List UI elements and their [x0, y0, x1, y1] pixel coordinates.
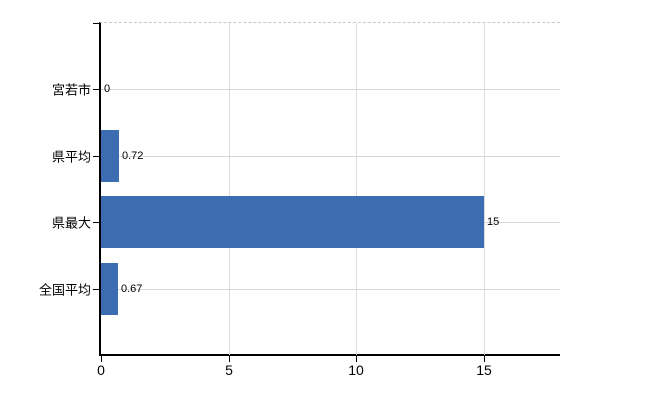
bar-4 [101, 263, 118, 315]
category-label: 県平均 [51, 149, 91, 165]
x-axis-tick-label: 15 [476, 362, 492, 378]
x-axis-tick-label: 5 [225, 362, 233, 378]
x-gridline [356, 23, 357, 355]
category-gridline [101, 89, 560, 90]
y-axis-tick [93, 222, 99, 223]
bar-2 [101, 130, 119, 182]
x-axis-tick-label: 10 [348, 362, 364, 378]
bar-3 [101, 196, 484, 248]
x-axis-tick-label: 0 [97, 362, 105, 378]
y-axis-tick [93, 89, 99, 90]
x-gridline [484, 23, 485, 355]
bar-value-label: 0.72 [122, 150, 144, 162]
bar-value-label: 15 [487, 216, 500, 228]
x-axis-tick [101, 356, 102, 362]
y-axis-tick [93, 289, 99, 290]
category-gridline [101, 289, 560, 290]
category-label: 宮若市 [51, 82, 91, 98]
bar-value-label: 0 [104, 83, 111, 95]
x-axis-tick [229, 356, 230, 362]
y-axis-top-tick [93, 23, 99, 24]
category-label: 全国平均 [38, 282, 91, 298]
x-gridline [229, 23, 230, 355]
x-axis-tick [484, 356, 485, 362]
y-axis-tick [93, 156, 99, 157]
plot-area: 0 0.72 15 0.67 [93, 22, 560, 362]
category-label: 県最大 [51, 215, 91, 231]
category-gridline [101, 156, 560, 157]
bar-value-label: 0.67 [121, 283, 143, 295]
x-axis-tick [356, 356, 357, 362]
